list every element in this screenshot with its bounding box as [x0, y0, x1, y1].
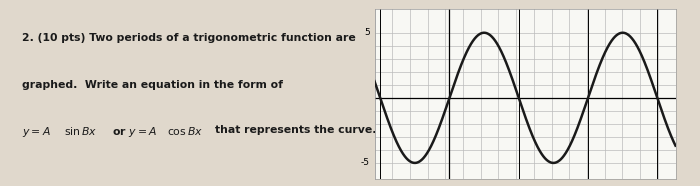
Text: that represents the curve.: that represents the curve.	[215, 125, 377, 135]
Text: -5: -5	[361, 158, 370, 167]
Text: 5: 5	[364, 28, 370, 37]
Text: 2. (10 pts) Two periods of a trigonometric function are: 2. (10 pts) Two periods of a trigonometr…	[22, 33, 356, 44]
Text: graphed.  Write an equation in the form of: graphed. Write an equation in the form o…	[22, 80, 283, 90]
Text: $\cos Bx$: $\cos Bx$	[167, 125, 203, 137]
Text: or $y = A$: or $y = A$	[112, 125, 158, 139]
Text: $\sin Bx$: $\sin Bx$	[64, 125, 97, 137]
Text: $y = A$: $y = A$	[22, 125, 51, 139]
